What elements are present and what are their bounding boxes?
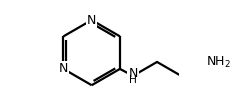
Text: NH$_2$: NH$_2$ (206, 54, 231, 69)
Text: N: N (87, 14, 96, 27)
Text: N: N (128, 67, 138, 80)
Text: H: H (129, 75, 137, 85)
Text: N: N (59, 62, 68, 75)
